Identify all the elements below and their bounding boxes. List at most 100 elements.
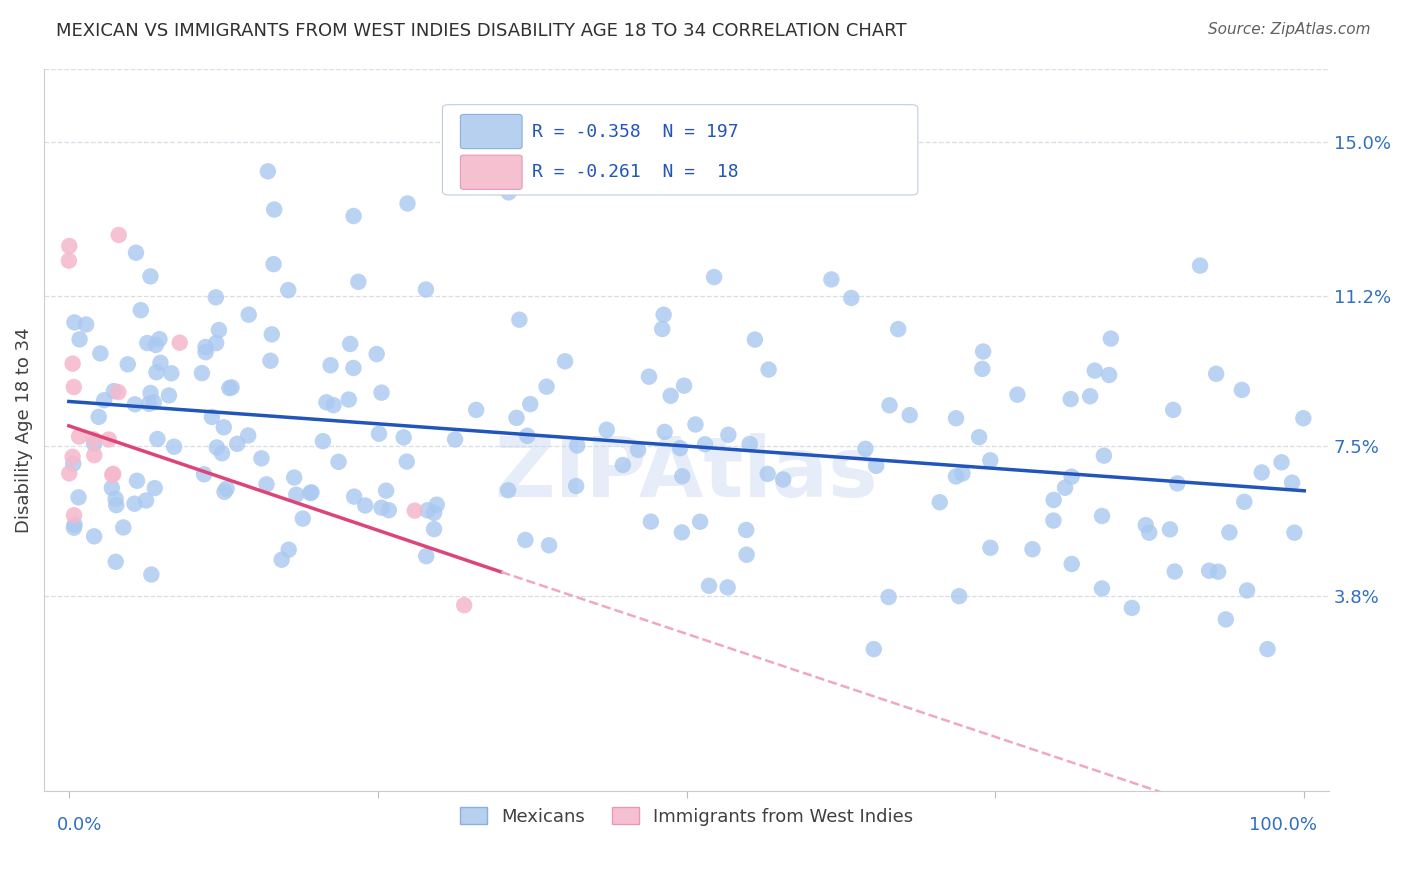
Point (142, 395, 165, 409)
Point (83, 433, 105, 447)
Point (212, 420, 235, 434)
Point (319, 358, 342, 372)
Point (135, 493, 157, 508)
Point (1021, 542, 1043, 557)
Point (423, 522, 446, 536)
Point (62, 457, 84, 471)
Point (215, 482, 238, 496)
Point (392, 430, 415, 444)
Point (260, 327, 283, 342)
Point (756, 467, 779, 481)
Point (673, 378, 696, 392)
Point (744, 333, 766, 347)
Text: 100.0%: 100.0% (1249, 815, 1316, 834)
Point (257, 164, 280, 178)
Point (285, 488, 308, 502)
Point (423, 506, 446, 520)
Point (972, 362, 994, 376)
Point (105, 498, 128, 512)
Point (63, 315, 86, 329)
Point (342, 361, 364, 376)
Point (945, 411, 967, 425)
Point (1099, 332, 1122, 346)
FancyBboxPatch shape (460, 155, 522, 189)
Point (160, 366, 183, 380)
Point (67, 429, 90, 443)
Point (124, 397, 146, 411)
Point (193, 467, 215, 482)
Point (1292, 411, 1315, 425)
Point (444, 433, 467, 447)
Point (63, 508, 86, 523)
Point (1060, 557, 1083, 571)
Point (343, 490, 366, 504)
Point (194, 345, 217, 359)
Point (839, 291, 862, 305)
Point (567, 438, 589, 452)
Point (979, 541, 1001, 555)
Point (415, 283, 437, 297)
Point (204, 290, 226, 304)
Point (519, 397, 541, 411)
Point (659, 389, 682, 403)
Point (772, 473, 794, 487)
Point (1161, 403, 1184, 417)
Point (67, 491, 90, 505)
Point (404, 503, 426, 517)
Point (1135, 518, 1157, 533)
Point (378, 503, 401, 517)
Point (163, 440, 186, 454)
Point (396, 196, 419, 211)
Point (1159, 522, 1181, 536)
Point (342, 209, 364, 223)
Point (516, 429, 538, 443)
Point (1121, 601, 1143, 615)
Point (898, 408, 921, 422)
Point (1060, 469, 1083, 483)
Point (221, 380, 243, 394)
Point (322, 398, 344, 412)
Point (945, 469, 967, 483)
Point (354, 499, 377, 513)
Point (97, 433, 120, 447)
Point (693, 437, 716, 451)
Text: ZIPAtlas: ZIPAtlas (495, 433, 879, 514)
Point (347, 275, 370, 289)
Point (149, 356, 172, 370)
Legend: Mexicans, Immigrants from West Indies: Mexicans, Immigrants from West Indies (453, 799, 921, 833)
Point (735, 548, 758, 562)
Point (146, 432, 169, 446)
Point (1091, 582, 1114, 596)
Point (395, 454, 418, 468)
Point (112, 520, 135, 534)
Point (299, 486, 322, 500)
Point (1284, 525, 1306, 540)
Point (211, 446, 233, 460)
Point (339, 337, 361, 351)
Point (368, 426, 391, 441)
Point (141, 567, 163, 582)
Point (717, 581, 740, 595)
Point (1091, 508, 1114, 523)
Text: R = -0.358  N = 197: R = -0.358 N = 197 (533, 122, 740, 141)
Point (853, 442, 876, 456)
Point (136, 336, 159, 351)
Point (63, 517, 86, 532)
Point (138, 397, 160, 411)
Point (256, 477, 278, 491)
Point (58, 253, 80, 268)
Point (1205, 367, 1227, 381)
Point (62, 357, 84, 371)
Point (1233, 495, 1256, 509)
Point (640, 515, 662, 529)
Point (205, 441, 228, 455)
Point (62, 380, 84, 394)
Point (375, 483, 398, 498)
Point (124, 497, 146, 511)
Point (1198, 564, 1220, 578)
Point (1098, 368, 1121, 382)
Point (148, 332, 170, 346)
Point (101, 467, 124, 482)
Point (1054, 481, 1077, 495)
Point (515, 533, 537, 547)
